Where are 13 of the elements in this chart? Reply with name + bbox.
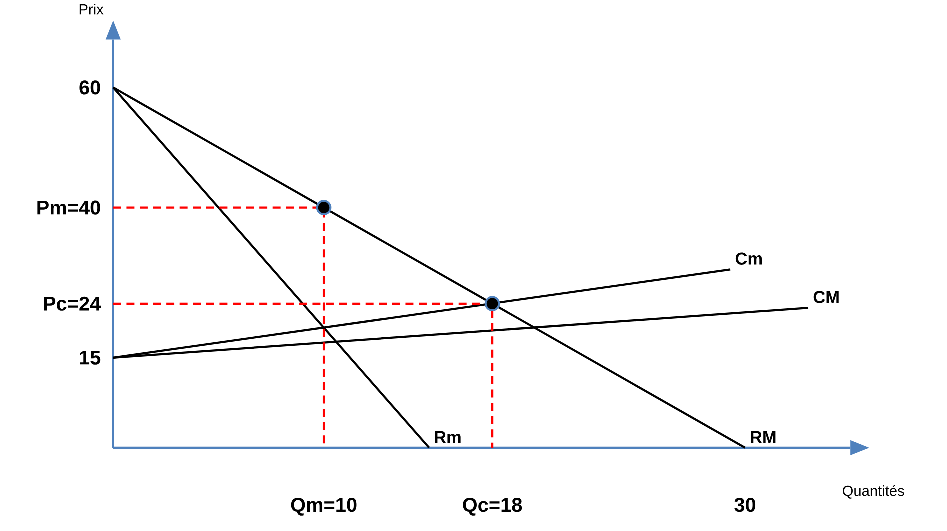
- y-tick-label: 60: [80, 80, 100, 95]
- series-label: Cm: [736, 252, 762, 265]
- y-tick-label: Pm=40: [38, 200, 100, 215]
- x-axis-title: Quantités: [843, 485, 904, 499]
- x-tick-label: 30: [734, 498, 756, 512]
- y-axis-title: Prix: [80, 4, 104, 15]
- series-label: RM: [751, 431, 776, 444]
- x-tick-label: Qm=10: [291, 498, 357, 516]
- series-label: CM: [814, 291, 839, 304]
- series-label: Rm: [435, 431, 461, 444]
- y-tick-label: Pc=24: [44, 296, 102, 311]
- y-tick-label: 15: [80, 350, 101, 365]
- x-tick-label: Qc=18: [463, 498, 522, 516]
